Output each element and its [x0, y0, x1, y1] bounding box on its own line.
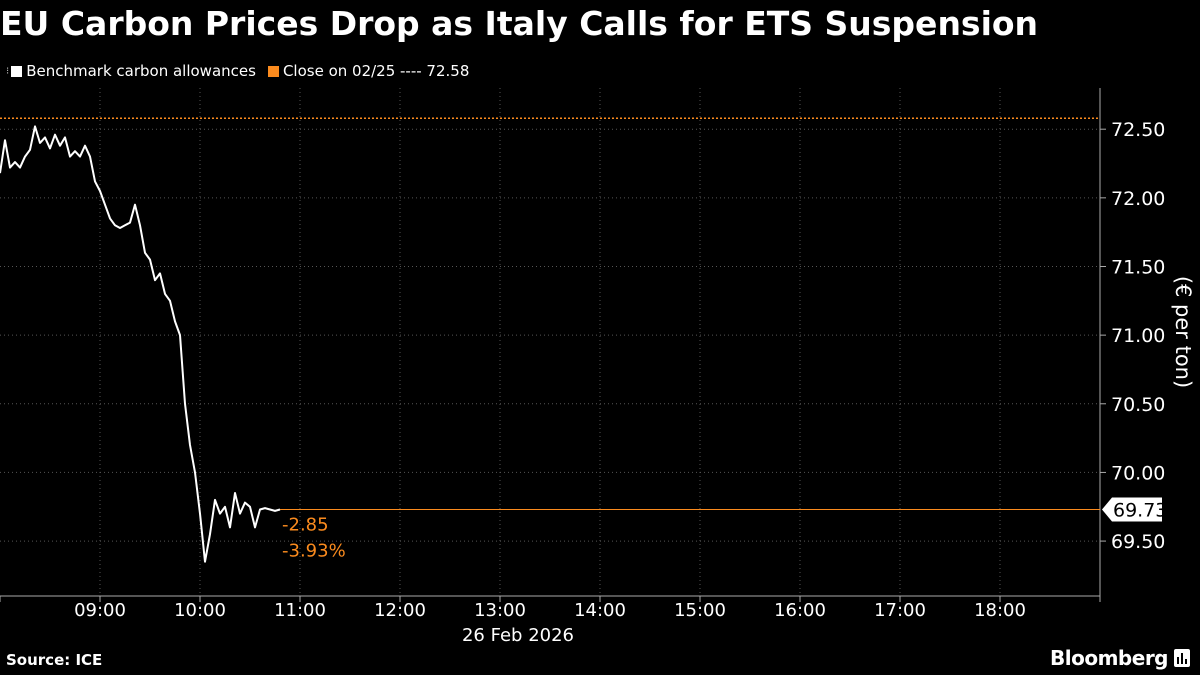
x-tick-label: 10:00	[174, 600, 226, 621]
change-percent-label: -3.93%	[282, 541, 346, 562]
y-tick-label: 72.00	[1111, 188, 1165, 210]
bloomberg-logo-icon	[1174, 649, 1190, 667]
legend-item-series[interactable]: ⁝ Benchmark carbon allowances	[6, 62, 256, 80]
legend-swatch-reference	[267, 65, 279, 77]
x-tick-label: 13:00	[474, 600, 526, 621]
legend-menu-icon[interactable]: ⁝	[6, 65, 10, 77]
x-tick-label: 11:00	[274, 600, 326, 621]
y-tick-label: 70.00	[1111, 462, 1165, 484]
y-tick-label: 72.50	[1111, 119, 1165, 141]
y-tick-label: 71.50	[1111, 256, 1165, 278]
chart-title: EU Carbon Prices Drop as Italy Calls for…	[0, 4, 1039, 43]
legend-swatch-series	[11, 65, 23, 77]
brand: Bloomberg	[1050, 646, 1190, 670]
change-absolute-label: -2.85	[282, 515, 329, 536]
x-tick-label: 16:00	[774, 600, 826, 621]
brand-logo-text: Bloomberg	[1050, 646, 1168, 670]
x-tick-label: 12:00	[374, 600, 426, 621]
legend-label-series: Benchmark carbon allowances	[26, 62, 256, 80]
x-tick-label: 18:00	[974, 600, 1026, 621]
x-tick-label: 14:00	[574, 600, 626, 621]
legend-label-reference: Close on 02/25 ---- 72.58	[282, 62, 470, 80]
source-note: Source: ICE	[6, 651, 103, 669]
legend: ⁝ Benchmark carbon allowances Close on 0…	[6, 60, 481, 82]
y-axis-label: (€ per ton)	[1171, 276, 1195, 388]
y-tick-label: 71.00	[1111, 325, 1165, 347]
x-tick-label: 17:00	[874, 600, 926, 621]
y-tick-label: 69.50	[1111, 531, 1165, 553]
last-value-tag	[1102, 497, 1162, 522]
x-tick-label: 09:00	[74, 600, 126, 621]
x-tick-label: 15:00	[674, 600, 726, 621]
x-axis-label: 26 Feb 2026	[462, 625, 574, 646]
series-line	[0, 125, 281, 563]
legend-item-reference[interactable]: Close on 02/25 ---- 72.58	[267, 62, 470, 80]
last-value-label: 69.73	[1113, 500, 1167, 522]
y-tick-label: 70.50	[1111, 394, 1165, 416]
